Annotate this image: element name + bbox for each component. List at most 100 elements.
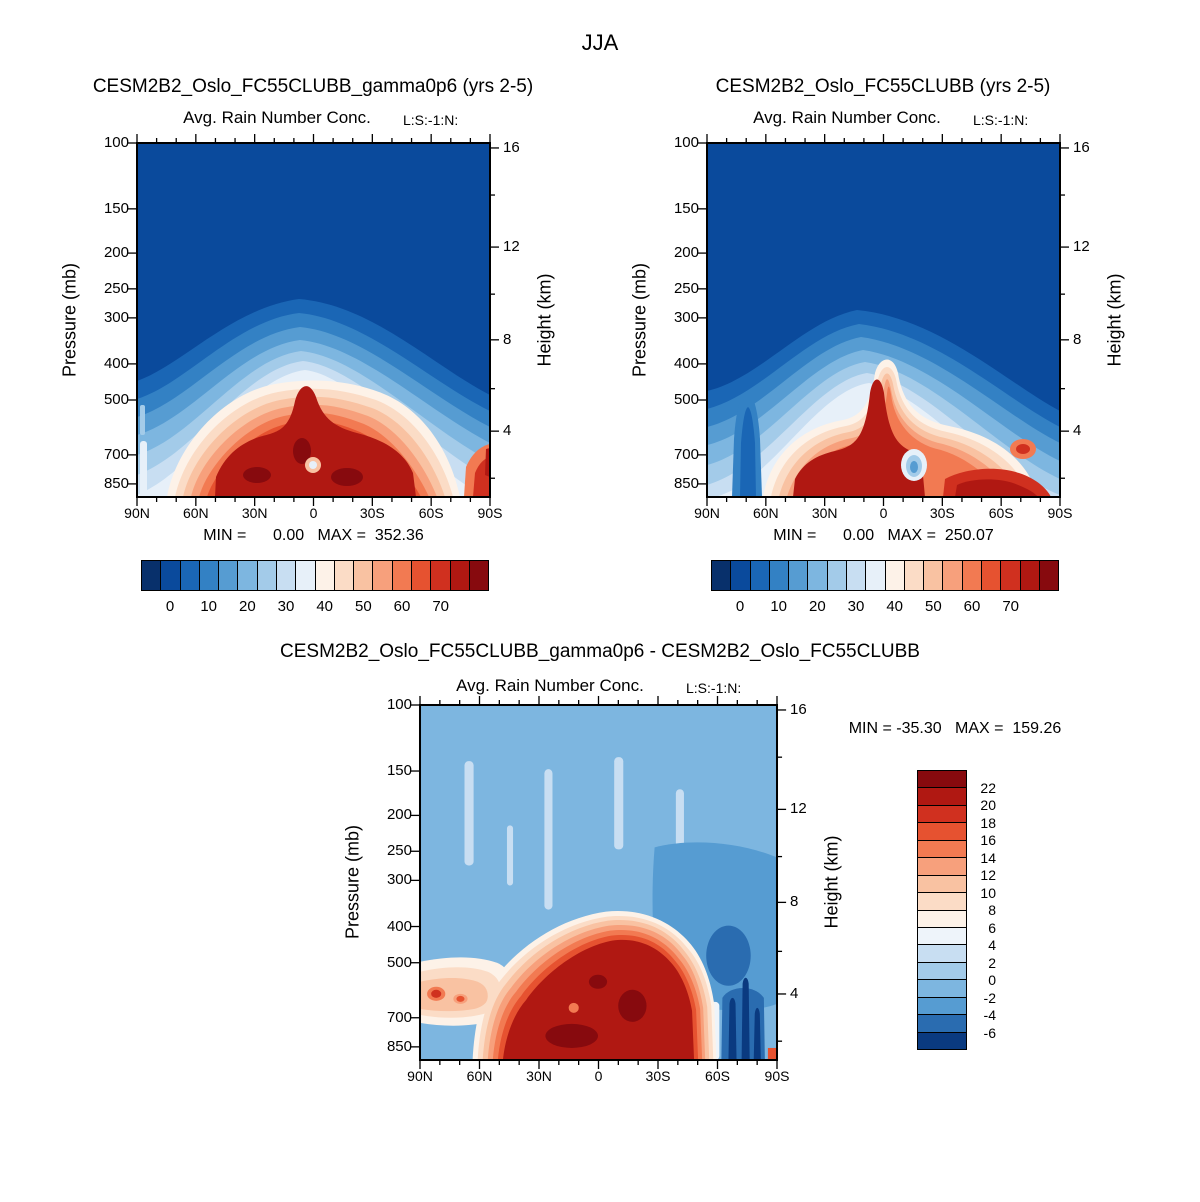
contour-band — [420, 978, 488, 1012]
contour-spot — [309, 461, 317, 469]
pressure-tick-label: 700 — [103, 445, 129, 463]
panel1-pressure-axis-label: Pressure (mb) — [629, 262, 650, 378]
colorbar-cell — [980, 561, 1001, 590]
contour-spot — [545, 1023, 598, 1048]
colorbar-cell — [314, 561, 334, 590]
colorbar-cell — [918, 804, 966, 823]
colorbar-cell — [372, 561, 392, 590]
diff-colorbar-tick-label: 10 — [980, 884, 996, 901]
colorbar-cell — [712, 561, 731, 590]
colorbar-cell — [918, 1031, 966, 1049]
pressure-tick-label: 150 — [103, 199, 129, 217]
colorbar-cell — [918, 822, 966, 840]
diff-colorbar-tick-label: -6 — [983, 1024, 996, 1041]
colorbar-cell — [923, 561, 943, 590]
pressure-tick-label: 400 — [673, 354, 699, 372]
lat-tick-label: 90N — [124, 505, 150, 521]
colorbar-tick-label: 10 — [200, 598, 217, 615]
colorbar-cell — [142, 561, 161, 590]
contour-spot — [485, 448, 490, 477]
colorbar-cell — [918, 892, 966, 910]
contour-streak — [140, 441, 147, 497]
panel1-subtitle: Avg. Rain Number Conc. — [753, 108, 941, 127]
pressure-tick-label: 850 — [673, 474, 699, 492]
panel0-axes-frame — [128, 134, 499, 506]
colorbar-cell — [449, 561, 469, 590]
pressure-tick-label: 500 — [673, 391, 699, 408]
lat-tick-label: 0 — [879, 505, 888, 521]
contour-spot — [767, 1047, 777, 1060]
contour-spot — [568, 1002, 579, 1013]
lat-tick-label: 30N — [526, 1068, 552, 1084]
colorbar-cell — [218, 561, 238, 590]
panel2-colorbar — [917, 770, 967, 1050]
panel0-pressure-axis-label: Pressure (mb) — [59, 262, 80, 378]
panel1-corner-label: L:S:-1:N: — [973, 112, 1029, 128]
colorbar-cell — [918, 979, 966, 997]
colorbar-cell — [918, 874, 966, 893]
colorbar-cell — [333, 561, 354, 590]
figure-title: JJA — [581, 30, 619, 55]
panel0-contour-plot — [128, 134, 499, 506]
pressure-tick-label: 100 — [103, 134, 129, 151]
panel2-corner-label: L:S:-1:N: — [686, 680, 742, 696]
colorbar-cell — [295, 561, 315, 590]
colorbar-tick-label: 50 — [354, 598, 372, 615]
lat-tick-label: 0 — [594, 1068, 603, 1084]
colorbar-cell — [179, 561, 199, 590]
panel0-contour-fills — [137, 143, 490, 497]
panel2-contour-fills — [420, 705, 777, 1060]
colorbar-tick-label: 0 — [165, 598, 175, 615]
contour-notch — [910, 461, 918, 473]
colorbar-cell — [275, 561, 296, 590]
colorbar-cell — [468, 561, 489, 590]
panel0-title: CESM2B2_Oslo_FC55CLUBB_gamma0p6 (yrs 2-5… — [92, 76, 534, 97]
panel1-height-axis-label: Height (km) — [1104, 273, 1125, 367]
contour-spot — [431, 989, 442, 998]
lat-tick-label: 30S — [359, 505, 385, 521]
colorbar-cell — [1000, 561, 1020, 590]
lat-tick-label: 30S — [929, 505, 955, 521]
lat-tick-label: 90N — [407, 1068, 433, 1084]
panel2-title: CESM2B2_Oslo_FC55CLUBB_gamma0p6 - CESM2B… — [280, 641, 920, 662]
panel2-minmax: MIN = -35.30 MAX = 159.26 — [848, 720, 1062, 737]
colorbar-cell — [918, 857, 966, 875]
lat-tick-label: 60S — [418, 505, 444, 521]
contour-spot — [1016, 444, 1030, 454]
contour-spot — [618, 989, 647, 1022]
colorbar-cell — [256, 561, 276, 590]
pressure-tick-label: 850 — [386, 1037, 412, 1055]
contour-streak — [728, 997, 737, 1060]
colorbar-tick-label: 50 — [924, 598, 942, 615]
colorbar-cell — [918, 996, 966, 1015]
colorbar-tick-label: 60 — [393, 598, 411, 615]
panel2-pressure-axis-label: Pressure (mb) — [342, 824, 363, 940]
colorbar-tick-label: 20 — [238, 598, 256, 615]
panel1-minmax: MIN = 0.00 MAX = 250.07 — [773, 527, 994, 544]
colorbar-cell — [788, 561, 808, 590]
height-tick-label: 12 — [790, 800, 807, 818]
colorbar-cell — [826, 561, 846, 590]
colorbar-tick-label: 30 — [847, 598, 865, 615]
contour-streak — [464, 761, 474, 866]
colorbar-cell — [918, 926, 966, 945]
diff-colorbar-tick-label: 0 — [988, 972, 996, 988]
colorbar-cell — [918, 787, 966, 805]
colorbar-cell — [865, 561, 885, 590]
colorbar-cell — [918, 909, 966, 927]
contour-streak — [740, 407, 756, 497]
contour-streak — [544, 769, 553, 910]
diff-colorbar-tick-label: 16 — [980, 832, 996, 848]
colorbar-tick-label: 10 — [770, 598, 787, 615]
pressure-tick-label: 250 — [673, 279, 699, 297]
colorbar-cell — [410, 561, 431, 590]
lat-tick-label: 90S — [1047, 505, 1073, 521]
contour-spot — [706, 925, 751, 986]
lat-tick-label: 90S — [477, 505, 503, 521]
lat-tick-label: 30N — [241, 505, 268, 521]
pressure-tick-label: 300 — [103, 308, 129, 326]
colorbar-cell — [918, 961, 966, 980]
contour-core — [793, 379, 925, 497]
colorbar-tick-label: 60 — [963, 598, 981, 615]
pressure-tick-label: 850 — [103, 474, 129, 492]
